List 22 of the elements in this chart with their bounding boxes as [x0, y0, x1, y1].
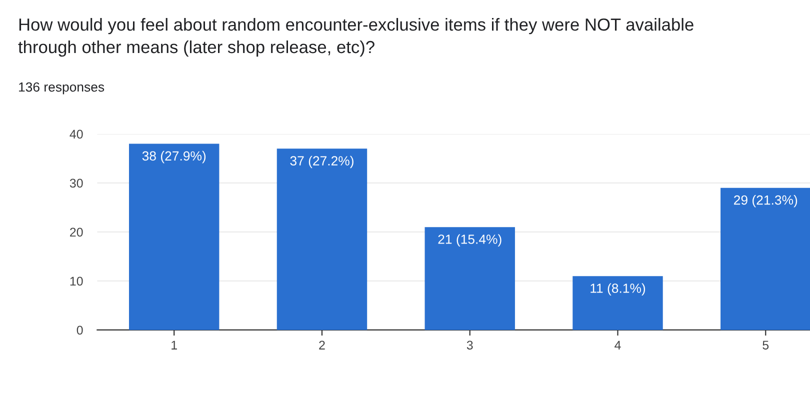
data-label: 21 (15.4%) — [438, 234, 502, 247]
y-tick-label: 0 — [76, 326, 83, 335]
bar — [572, 276, 663, 330]
x-tick-label: 2 — [319, 340, 325, 350]
bar — [720, 188, 810, 330]
y-tick-label: 40 — [70, 130, 83, 139]
data-label: 38 (27.9%) — [142, 150, 206, 164]
bar — [276, 148, 368, 330]
chart-subtitle: 136 responses — [19, 82, 104, 94]
y-tick-label: 30 — [70, 178, 83, 188]
bar — [128, 144, 220, 330]
x-tick-label: 1 — [172, 340, 177, 350]
x-tick-label: 5 — [762, 340, 769, 350]
data-label: 37 (27.2%) — [290, 156, 354, 168]
x-tick-label: 3 — [466, 340, 473, 350]
bar — [424, 227, 515, 330]
y-tick-label: 10 — [70, 276, 83, 286]
chart-title: How would you feel about random encounter-exclusive items if they were NOT available through other means (later shop release, etc)? — [18, 18, 694, 57]
y-tick-label: 20 — [70, 228, 83, 237]
x-tick-label: 4 — [614, 340, 621, 350]
data-label: 29 (21.3%) — [734, 195, 798, 208]
data-label: 11 (8.1%) — [590, 283, 646, 296]
